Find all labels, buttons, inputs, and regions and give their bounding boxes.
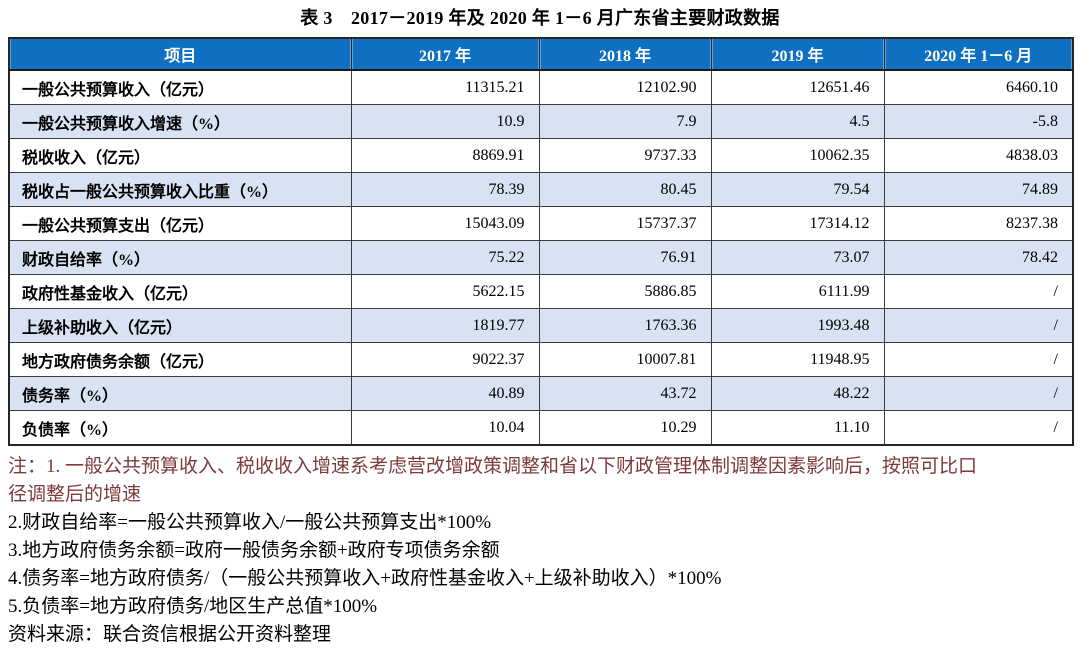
cell-value: 8237.38 — [883, 206, 1074, 241]
cell-value: 11948.95 — [710, 342, 885, 377]
cell-value: 1819.77 — [350, 308, 540, 343]
cell-value: 6111.99 — [710, 274, 885, 309]
note-1: 注：1. 一般公共预算收入、税收收入增速系考虑营改增政策调整和省以下财政管理体制… — [8, 456, 978, 505]
cell-value: 78.42 — [883, 240, 1074, 275]
row-label: 一般公共预算收入增速（%） — [8, 104, 352, 139]
cell-value: 79.54 — [710, 172, 885, 207]
table-row: 债务率（%） 40.89 43.72 48.22 / — [8, 376, 1074, 411]
table-row: 上级补助收入（亿元） 1819.77 1763.36 1993.48 / — [8, 308, 1074, 343]
col-header-2020h1: 2020 年 1－6 月 — [883, 37, 1074, 71]
note-5: 5.负债率=地方政府债务/地区生产总值*100% — [8, 596, 378, 617]
cell-value: 10062.35 — [710, 138, 885, 173]
cell-value: 7.9 — [538, 104, 712, 139]
note-3: 3.地方政府债务余额=政府一般债务余额+政府专项债务余额 — [8, 540, 500, 561]
cell-value: 17314.12 — [710, 206, 885, 241]
cell-value: / — [883, 342, 1074, 377]
fiscal-data-table: 项目 2017 年 2018 年 2019 年 2020 年 1－6 月 一般公… — [8, 37, 1074, 446]
row-label: 一般公共预算支出（亿元） — [8, 206, 352, 241]
table-row: 一般公共预算收入增速（%） 10.9 7.9 4.5 -5.8 — [8, 104, 1074, 139]
cell-value: / — [883, 308, 1074, 343]
cell-value: 9737.33 — [538, 138, 712, 173]
cell-value: 9022.37 — [350, 342, 540, 377]
cell-value: 75.22 — [350, 240, 540, 275]
cell-value: 8869.91 — [350, 138, 540, 173]
table-body: 一般公共预算收入（亿元） 11315.21 12102.90 12651.46 … — [8, 69, 1074, 446]
cell-value: 15043.09 — [350, 206, 540, 241]
cell-value: 74.89 — [883, 172, 1074, 207]
cell-value: 11.10 — [710, 410, 885, 446]
row-label: 上级补助收入（亿元） — [8, 308, 352, 343]
col-header-item: 项目 — [8, 37, 352, 71]
cell-value: 6460.10 — [883, 69, 1074, 105]
cell-value: 10.04 — [350, 410, 540, 446]
cell-value: 73.07 — [710, 240, 885, 275]
row-label: 负债率（%） — [8, 410, 352, 446]
note-4: 4.债务率=地方政府债务/（一般公共预算收入+政府性基金收入+上级补助收入）*1… — [8, 568, 722, 589]
col-header-2017: 2017 年 — [350, 37, 540, 71]
cell-value: 1763.36 — [538, 308, 712, 343]
cell-value: 40.89 — [350, 376, 540, 411]
col-header-2019: 2019 年 — [710, 37, 885, 71]
cell-value: 76.91 — [538, 240, 712, 275]
source-line: 资料来源：联合资信根据公开资料整理 — [8, 624, 332, 645]
header-row: 项目 2017 年 2018 年 2019 年 2020 年 1－6 月 — [8, 37, 1074, 71]
cell-value: 5622.15 — [350, 274, 540, 309]
cell-value: / — [883, 410, 1074, 446]
table-row: 地方政府债务余额（亿元） 9022.37 10007.81 11948.95 / — [8, 342, 1074, 377]
cell-value: 48.22 — [710, 376, 885, 411]
cell-value: 15737.37 — [538, 206, 712, 241]
cell-value: 5886.85 — [538, 274, 712, 309]
note-2: 2.财政自给率=一般公共预算收入/一般公共预算支出*100% — [8, 512, 492, 533]
cell-value: 12651.46 — [710, 69, 885, 105]
cell-value: -5.8 — [883, 104, 1074, 139]
cell-value: / — [883, 274, 1074, 309]
table-row: 税收收入（亿元） 8869.91 9737.33 10062.35 4838.0… — [8, 138, 1074, 173]
cell-value: 80.45 — [538, 172, 712, 207]
cell-value: 12102.90 — [538, 69, 712, 105]
table-row: 一般公共预算支出（亿元） 15043.09 15737.37 17314.12 … — [8, 206, 1074, 241]
row-label: 财政自给率（%） — [8, 240, 352, 275]
row-label: 政府性基金收入（亿元） — [8, 274, 352, 309]
table-row: 税收占一般公共预算收入比重（%） 78.39 80.45 79.54 74.89 — [8, 172, 1074, 207]
row-label: 债务率（%） — [8, 376, 352, 411]
table-row: 一般公共预算收入（亿元） 11315.21 12102.90 12651.46 … — [8, 69, 1074, 105]
cell-value: 1993.48 — [710, 308, 885, 343]
col-header-2018: 2018 年 — [538, 37, 712, 71]
footnotes: 注：1. 一般公共预算收入、税收收入增速系考虑营改增政策调整和省以下财政管理体制… — [8, 453, 1072, 649]
cell-value: 10.29 — [538, 410, 712, 446]
cell-value: / — [883, 376, 1074, 411]
cell-value: 10007.81 — [538, 342, 712, 377]
cell-value: 10.9 — [350, 104, 540, 139]
table-row: 负债率（%） 10.04 10.29 11.10 / — [8, 410, 1074, 446]
cell-value: 43.72 — [538, 376, 712, 411]
table-title: 表 3 2017－2019 年及 2020 年 1－6 月广东省主要财政数据 — [300, 8, 780, 28]
table-row: 财政自给率（%） 75.22 76.91 73.07 78.42 — [8, 240, 1074, 275]
row-label: 税收收入（亿元） — [8, 138, 352, 173]
row-label: 一般公共预算收入（亿元） — [8, 69, 352, 105]
cell-value: 11315.21 — [350, 69, 540, 105]
table-row: 政府性基金收入（亿元） 5622.15 5886.85 6111.99 / — [8, 274, 1074, 309]
cell-value: 4838.03 — [883, 138, 1074, 173]
row-label: 地方政府债务余额（亿元） — [8, 342, 352, 377]
cell-value: 4.5 — [710, 104, 885, 139]
table-header: 项目 2017 年 2018 年 2019 年 2020 年 1－6 月 — [8, 37, 1074, 71]
cell-value: 78.39 — [350, 172, 540, 207]
row-label: 税收占一般公共预算收入比重（%） — [8, 172, 352, 207]
